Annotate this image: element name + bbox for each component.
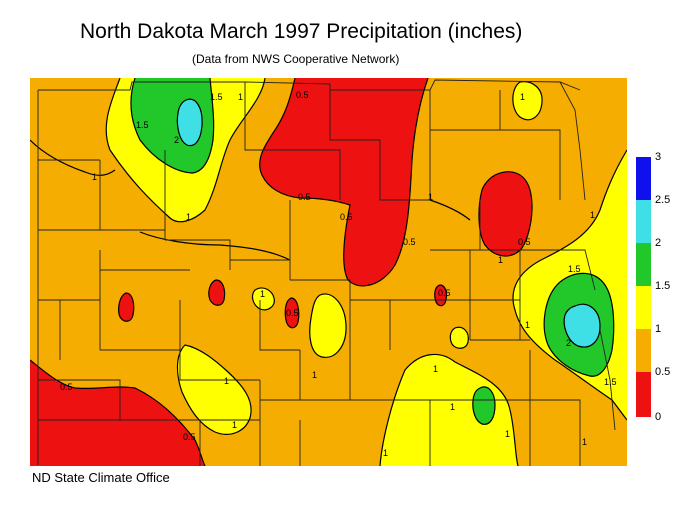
legend-swatch-0.5-1 [636,329,651,372]
contour-label: 1 [232,420,237,430]
region-0-0.5-small-oval [190,118,196,128]
contour-label: 2 [174,135,179,145]
contour-label: 1 [498,255,503,265]
legend-label-3: 3 [655,151,662,163]
contour-label: 1 [520,92,525,102]
credit-text: ND State Climate Office [32,470,170,485]
contour-label: 1 [505,429,510,439]
region-1-1.5-north-small [512,81,543,120]
region-1-1.5-central [309,294,347,358]
contour-label: 0.5 [403,237,416,247]
contour-label: 1.5 [568,264,581,274]
legend-swatch-2.5-3 [636,157,651,200]
contour-label: 1 [428,192,433,202]
region-0-0.5-spot-c [285,298,299,328]
legend-label-2.5: 2.5 [655,194,671,206]
legend-swatch-1-1.5 [636,286,651,329]
legend-label-2: 2 [655,237,662,249]
region-0-0.5-southwest [30,360,205,466]
contour-label: 1 [590,210,595,220]
county-boundaries [37,79,616,466]
contour-label: 1 [433,364,438,374]
contour-label: 1 [92,172,97,182]
map-area: 1 1 1 1 1 1 1 1 1 1 1 1 1 1 1 1 1 1.5 1.… [30,78,627,466]
map-subtitle: (Data from NWS Cooperative Network) [192,52,400,66]
contour-label: 0.5 [60,382,73,392]
contour-label-group: 1 1 1 1 1 1 1 1 1 1 1 1 1 1 1 1 1 1.5 1.… [60,90,617,458]
contour-label: 0.5 [298,192,311,202]
contour-label: 1 [383,448,388,458]
legend-swatch-2-2.5 [636,200,651,243]
contour-label: 1 [582,437,587,447]
contour-label: 1 [312,370,317,380]
legend-swatch-1.5-2 [636,243,651,286]
region-0-0.5-north-central [259,78,428,286]
legend-label-0.5: 0.5 [655,366,671,378]
contour-label: 1.5 [210,92,223,102]
legend-label-1.5: 1.5 [655,280,671,292]
contour-label: 1 [525,320,530,330]
region-1.5-2-south [472,386,495,425]
region-1-1.5-southwest [177,345,252,435]
map-title: North Dakota March 1997 Precipitation (i… [80,20,523,43]
region-0-0.5-spot-d [434,285,447,306]
region-2-2.5-northwest [177,99,203,146]
region-1-1.5-center-small [450,327,469,349]
contour-label: 0.5 [286,308,299,318]
contour-label: 0.5 [340,212,353,222]
contour-label: 0.5 [518,237,531,247]
contour-label: 1 [224,376,229,386]
contour-label: 1.5 [136,120,149,130]
contour-label: 0.5 [296,90,309,100]
legend-label-1: 1 [655,323,662,335]
contour-label: 1 [238,92,243,102]
contour-label: 1 [450,402,455,412]
contour-lines [30,78,627,466]
region-0-0.5-spot-a [118,293,134,322]
contour-label: 0.5 [183,432,196,442]
region-1-1.5-south [380,354,518,466]
legend-swatch-0-0.5 [636,372,651,417]
region-0-0.5-spot-b [208,280,225,306]
contour-label: 2 [566,338,571,348]
contour-label: 0.5 [438,288,451,298]
region-1-1.5-west-central [252,287,275,310]
region-0-0.5-northeast [478,171,533,256]
legend-color-bar [636,157,651,417]
contour-label: 1 [260,289,265,299]
contour-label: 1.5 [604,377,617,387]
region-2-2.5-east [564,304,600,348]
legend-label-0: 0 [655,411,662,423]
contour-label: 1 [186,212,191,222]
